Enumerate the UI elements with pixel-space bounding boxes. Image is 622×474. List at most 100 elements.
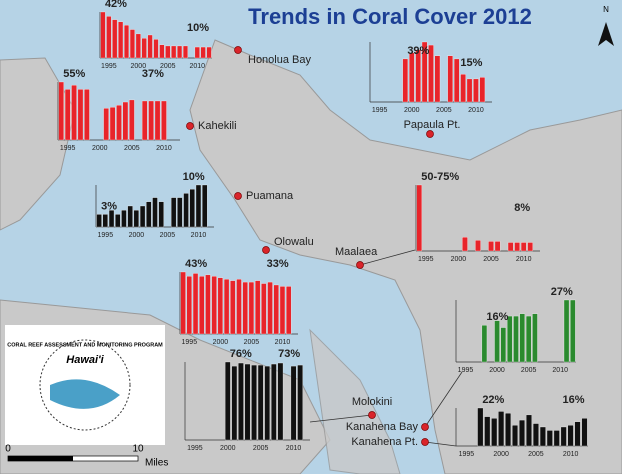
bar [500, 327, 507, 363]
bar [205, 274, 211, 335]
bar [153, 39, 159, 59]
x-tick-label: 2000 [489, 367, 505, 374]
bar [124, 24, 130, 59]
x-tick-label: 2000 [92, 145, 108, 152]
bar [115, 214, 121, 228]
value-label: 39% [407, 45, 429, 57]
x-tick-label: 1995 [372, 107, 388, 114]
x-tick-label: 2010 [189, 63, 205, 70]
bar [507, 315, 513, 363]
site-label: Molokini [352, 396, 392, 408]
bar [477, 407, 484, 447]
bar [109, 107, 116, 141]
leader [359, 249, 416, 266]
bar [103, 108, 109, 141]
value-label: 22% [482, 394, 504, 406]
site-label: Papaula Pt. [404, 119, 461, 131]
bar [154, 100, 161, 141]
logo-ring [39, 339, 131, 431]
bar [277, 362, 284, 441]
value-label: 55% [63, 68, 85, 80]
scale-unit: Miles [145, 458, 168, 469]
value-label: 37% [142, 68, 164, 80]
value-label: 76% [230, 348, 252, 360]
bar [141, 38, 147, 59]
bar [532, 423, 539, 447]
bar [447, 55, 453, 103]
bar [194, 46, 200, 59]
site-label: Maalaea [335, 246, 378, 258]
bar [127, 205, 133, 228]
bar [267, 281, 273, 335]
bar [180, 271, 186, 335]
bar [560, 426, 567, 447]
site-label: Puamana [246, 190, 294, 202]
bar [244, 363, 251, 441]
site-dot [368, 411, 376, 419]
x-tick-label: 2000 [451, 256, 467, 263]
bar [238, 362, 244, 441]
x-tick-label: 1995 [101, 63, 117, 70]
bar [526, 414, 532, 447]
bar [514, 242, 520, 252]
bar [491, 418, 498, 447]
value-label: 33% [267, 258, 289, 270]
x-tick-label: 2010 [156, 145, 172, 152]
x-tick-label: 2005 [124, 145, 140, 152]
site-dot [262, 246, 270, 254]
site-dot [234, 192, 242, 200]
bar [416, 184, 423, 252]
x-tick-label: 2005 [528, 451, 544, 458]
bar [121, 210, 127, 228]
site-dot [234, 46, 242, 54]
title: Trends in Coral Cover 2012 [248, 4, 532, 29]
x-tick-label: 2005 [253, 445, 269, 452]
value-label: 3% [101, 200, 117, 212]
bar [481, 325, 488, 363]
site-label: Kanahena Pt. [351, 436, 418, 448]
bar [484, 416, 491, 447]
bar [402, 58, 409, 103]
bar [186, 276, 192, 335]
x-tick-label: 2005 [160, 63, 176, 70]
bar [230, 280, 236, 335]
north-label: N [603, 5, 609, 14]
value-label: 16% [486, 311, 508, 323]
bar [206, 46, 212, 59]
north-arrow [598, 22, 614, 46]
x-tick-label: 2010 [286, 445, 302, 452]
bar [159, 44, 165, 59]
bar [570, 299, 576, 363]
bar [106, 16, 112, 59]
bar [96, 214, 102, 228]
bar [520, 242, 527, 252]
x-tick-label: 1995 [98, 232, 114, 239]
bar [224, 361, 231, 441]
x-tick-label: 1995 [187, 445, 203, 452]
bar [170, 197, 177, 228]
x-tick-label: 2000 [220, 445, 236, 452]
bar [122, 101, 129, 141]
x-tick-label: 2000 [404, 107, 420, 114]
bar [507, 242, 514, 252]
bar [202, 184, 208, 228]
bar [108, 210, 115, 228]
bar [189, 189, 195, 228]
bar [479, 77, 486, 103]
site-label: Olowalu [274, 236, 314, 248]
x-tick-label: 2010 [468, 107, 484, 114]
x-tick-label: 2010 [191, 232, 207, 239]
bar [182, 45, 188, 59]
bar [494, 320, 500, 363]
bar [183, 193, 189, 228]
bar [519, 313, 525, 363]
bar [158, 201, 164, 228]
bar [421, 41, 428, 103]
bar [581, 418, 588, 447]
site-dot [421, 438, 429, 446]
bar [460, 74, 466, 103]
x-tick-label: 2005 [160, 232, 176, 239]
bar [415, 49, 421, 103]
x-tick-label: 2005 [244, 339, 260, 346]
